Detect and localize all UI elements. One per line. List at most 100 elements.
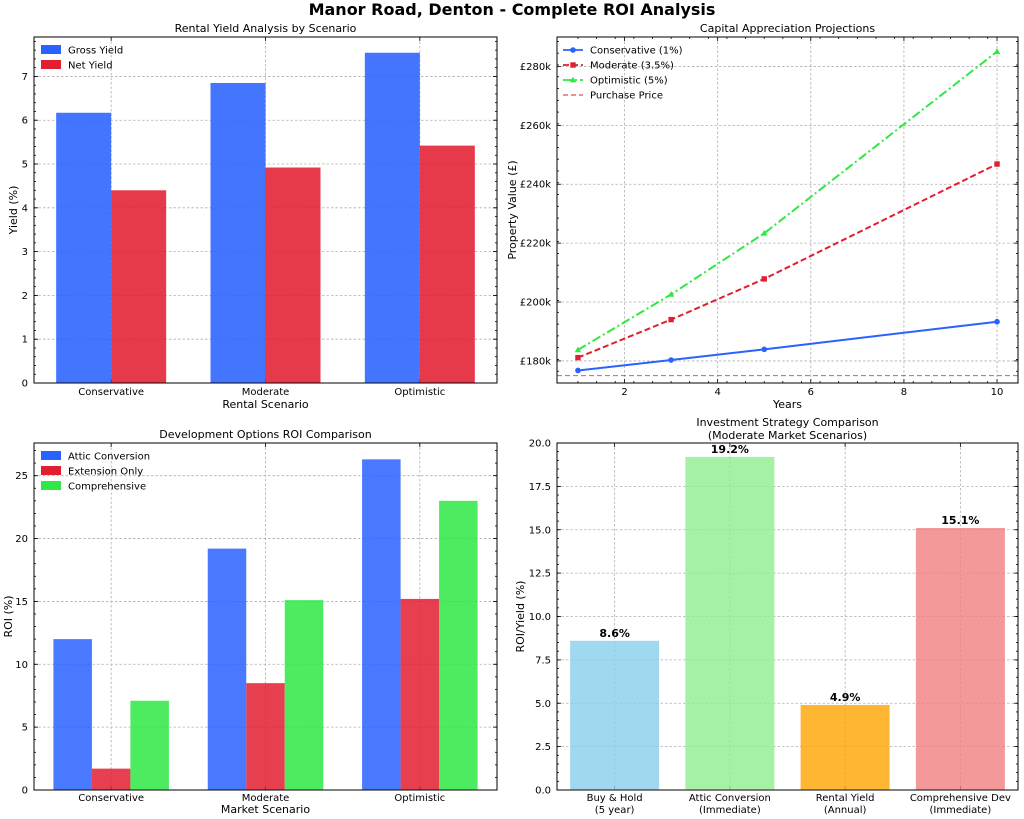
- gross-yield-bar: [364, 52, 420, 383]
- y-tick-label: 3: [22, 247, 28, 258]
- x-tick-label: Rental Yield: [816, 793, 875, 804]
- x-tick-label: Optimistic: [394, 387, 445, 398]
- extension-only-bar: [246, 683, 285, 790]
- x-tick-sublabel: (Annual): [824, 805, 867, 816]
- y-tick-label: 5: [22, 160, 28, 171]
- x-tick-label: Conservative: [78, 793, 144, 804]
- gross-yield-bar: [56, 112, 112, 383]
- y-tick-label: 5.0: [535, 699, 551, 710]
- data-point: [761, 276, 767, 282]
- data-point: [761, 346, 768, 353]
- y-axis-label: Property Value (£): [506, 160, 519, 259]
- y-tick-label: 0: [22, 786, 28, 797]
- legend-label: Comprehensive: [68, 482, 146, 493]
- x-axis-label: Years: [772, 398, 802, 411]
- x-tick-label: Conservative: [78, 387, 144, 398]
- y-axis-label: ROI (%): [2, 595, 15, 637]
- y-tick-label: 20: [15, 534, 28, 545]
- legend-label: Net Yield: [68, 61, 113, 72]
- y-tick-label: 12.5: [529, 569, 551, 580]
- x-tick-label: 6: [808, 387, 814, 398]
- data-label: 8.6%: [599, 627, 630, 640]
- axes-frame: [33, 36, 498, 384]
- y-tick-label: 20.0: [529, 439, 551, 450]
- legend-label: Purchase Price: [590, 91, 663, 102]
- y-tick-label: 1: [22, 335, 28, 346]
- legend-label: Extension Only: [68, 467, 143, 478]
- data-point: [668, 357, 674, 363]
- data-point: [668, 316, 674, 323]
- comprehensive-bar: [439, 500, 478, 790]
- legend-label: Gross Yield: [68, 46, 123, 57]
- legend-label: Conservative (1%): [590, 46, 683, 57]
- x-tick-label: 2: [621, 387, 627, 398]
- legend-swatch: [41, 451, 61, 460]
- extension-only-bar: [400, 598, 440, 790]
- legend-marker: [569, 76, 577, 83]
- legend-label: Moderate (3.5%): [590, 61, 674, 72]
- y-tick-label: 15: [15, 597, 28, 608]
- net-yield-bar: [265, 167, 321, 383]
- strategy-comparison-chart: 0.0 2.5 5.0 7.5 10.0 12.5 15.0 17.5 20.0 8.6% Buy …: [514, 416, 1019, 816]
- chart-title: Capital Appreciation Projections: [700, 22, 875, 35]
- legend-marker: [570, 62, 576, 68]
- series-line: [577, 320, 998, 372]
- legend-swatch: [41, 466, 61, 475]
- y-tick-label: 15.0: [529, 525, 551, 536]
- y-tick-label: 7.5: [535, 655, 551, 666]
- chart-title: Investment Strategy Comparison: [696, 416, 878, 429]
- x-tick-label: 4: [714, 387, 720, 398]
- y-tick-label: £220k: [520, 239, 551, 250]
- x-tick-label: Moderate: [242, 387, 290, 398]
- development-roi-chart: 0 5 10 15 20 25 Conservative Moderate Optimistic…: [2, 428, 498, 816]
- y-tick-label: £200k: [520, 298, 551, 309]
- rental-yield-chart: 0 1 2 3 4 5 6 7 Conservative Moderate Optimistic Re…: [7, 22, 498, 411]
- y-tick-label: £260k: [520, 121, 551, 132]
- series-line: [577, 50, 998, 351]
- attic-conversion-bar: [207, 548, 247, 790]
- y-tick-label: 2.5: [535, 742, 551, 753]
- legend-swatch: [41, 45, 61, 54]
- axes-frame: [556, 442, 1019, 791]
- rental-yield-bar: [800, 704, 890, 790]
- net-yield-bar: [419, 145, 475, 383]
- y-axis-label: Yield (%): [7, 186, 20, 236]
- comprehensive-bar: [284, 600, 324, 790]
- y-tick-label: £240k: [520, 180, 551, 191]
- axes-frame: [556, 36, 1019, 384]
- y-tick-label: 10: [15, 660, 28, 671]
- net-yield-bar: [111, 190, 167, 383]
- x-tick-label: Moderate: [242, 793, 290, 804]
- y-tick-label: 6: [22, 116, 28, 127]
- data-point: [994, 318, 1000, 325]
- y-tick-label: £180k: [520, 356, 551, 367]
- x-axis-label: Rental Scenario: [222, 398, 309, 411]
- chart-title: Rental Yield Analysis by Scenario: [175, 22, 357, 35]
- y-tick-label: 4: [22, 203, 28, 214]
- y-tick-label: 7: [22, 72, 28, 83]
- data-point: [575, 354, 581, 361]
- buy-hold-bar: [570, 640, 660, 790]
- attic-conversion-bar: [685, 456, 775, 790]
- y-tick-label: 10.0: [529, 612, 551, 623]
- data-label: 19.2%: [711, 443, 749, 456]
- extension-only-bar: [91, 768, 131, 790]
- attic-conversion-bar: [362, 459, 401, 790]
- figure-title: Manor Road, Denton - Complete ROI Analys…: [309, 0, 716, 19]
- x-tick-sublabel: (5 year): [595, 805, 635, 816]
- capital-appreciation-chart: £180k £200k £220k £240k £260k £280k 2 4 6 8 10 Capi…: [506, 22, 1019, 411]
- legend-marker: [570, 47, 576, 53]
- y-tick-label: 0.0: [535, 786, 551, 797]
- legend-swatch: [41, 481, 61, 490]
- y-tick-label: 0: [22, 379, 28, 390]
- y-tick-label: 25: [15, 471, 28, 482]
- y-tick-label: £280k: [520, 62, 551, 73]
- y-axis-label: ROI/Yield (%): [514, 581, 527, 653]
- y-tick-label: 5: [22, 723, 28, 734]
- x-tick-sublabel: (Immediate): [930, 805, 992, 816]
- x-axis-label: Market Scenario: [221, 803, 310, 816]
- data-point: [667, 291, 675, 297]
- legend-swatch: [41, 60, 61, 69]
- data-label: 4.9%: [830, 691, 861, 704]
- x-tick-label: Comprehensive Dev: [910, 793, 1011, 804]
